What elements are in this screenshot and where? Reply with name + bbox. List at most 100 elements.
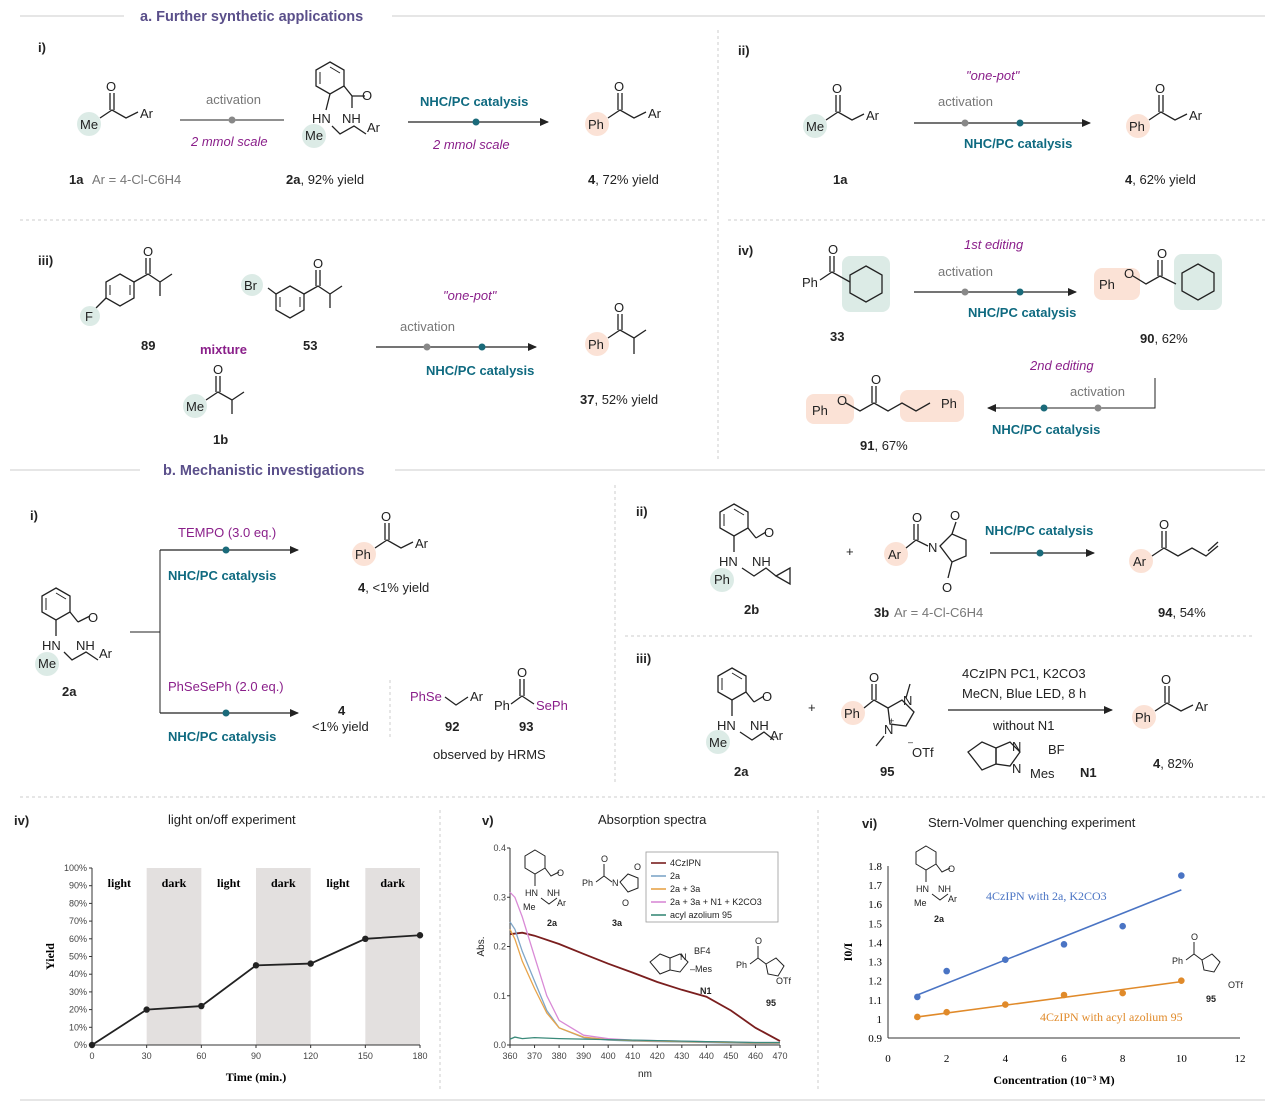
panel-a-i: i) O Me Ar 1a Ar = 4-Cl-C6H4 activation …	[38, 40, 662, 187]
plot-iv-title: light on/off experiment	[168, 812, 296, 827]
inset-2a-vi: O HN NH Me Ar 2a	[914, 845, 957, 924]
atom-seph: SePh	[536, 698, 568, 713]
highlight-ph	[710, 568, 734, 592]
atom-o2: O	[1157, 246, 1167, 261]
label-91: 91, 67%	[860, 438, 908, 453]
atom-o: O	[948, 864, 955, 874]
atom-br: Br	[244, 278, 258, 293]
numeral-iv: iv)	[14, 813, 29, 828]
x-tick-label: 440	[699, 1051, 714, 1061]
highlight-me	[77, 112, 101, 136]
fit-line-1	[917, 980, 1182, 1018]
label-93: 93	[519, 719, 533, 734]
atom-ph: Ph	[1172, 956, 1183, 966]
numeral-v: v)	[482, 813, 494, 828]
chart-light-onoff: light dark light dark light dark 0% 10% 20% 30% 40…	[43, 863, 428, 1084]
label-53: 53	[303, 338, 317, 353]
dark-band-2	[365, 868, 420, 1045]
y-tick-label: 1.1	[868, 995, 882, 1007]
x-tick-label: 380	[552, 1051, 567, 1061]
y-tick-label: 100%	[64, 863, 87, 873]
atom-otf: OTf	[776, 976, 791, 986]
highlight-cyclohexyl	[842, 256, 890, 312]
atom-nh: NH	[752, 554, 771, 569]
data-point-0	[1002, 956, 1009, 963]
label-95: 95	[880, 764, 894, 779]
atom-me: Me	[80, 117, 98, 132]
atom-hn: HN	[719, 554, 738, 569]
atom-n: N	[612, 878, 619, 888]
numeral-b-ii: ii)	[636, 504, 648, 519]
molecule-3b: Ar O N O O	[884, 508, 967, 595]
atom-hn: HN	[525, 888, 538, 898]
yield-4: , 62% yield	[1132, 172, 1196, 187]
phase-label-3: dark	[271, 876, 296, 890]
label-2a-b-iii: 2a	[734, 764, 749, 779]
onepot-a-ii: "one-pot"	[966, 68, 1021, 83]
highlight-ph	[585, 332, 609, 356]
inset-2a: O HN NH Me Ar 2a	[523, 849, 566, 928]
x-tick-label: 30	[142, 1051, 152, 1061]
data-point-0	[1178, 872, 1185, 879]
cond-b-iii-2: MeCN, Blue LED, 8 h	[962, 686, 1086, 701]
highlight-cyclohexyl	[1174, 254, 1222, 310]
atom-hn: HN	[717, 718, 736, 733]
atom-me: Me	[186, 399, 204, 414]
panel-b-i: i) O HN NH Me Ar 2a TEMPO (3.0 eq.) NHC/…	[30, 508, 568, 762]
x-tick-label: 0	[89, 1051, 94, 1061]
panel-b-iii: iii) O HN NH Me Ar 2a + Ph O N N + –	[636, 651, 1209, 781]
data-point	[88, 1041, 96, 1049]
atom-ph: Ph	[1099, 277, 1115, 292]
cond-cat-b-i-1: NHC/PC catalysis	[168, 568, 276, 583]
x-tick-label: 420	[650, 1051, 665, 1061]
onepot-a-iii: "one-pot"	[443, 288, 498, 303]
y-tick-label: 20%	[69, 1005, 87, 1015]
yield-4-b-i-2: <1% yield	[312, 719, 369, 734]
highlight-pho	[1094, 268, 1140, 300]
highlight-me	[706, 730, 730, 754]
y-axis-label: Yield	[43, 943, 57, 970]
activation-dot	[423, 343, 431, 351]
catalysis-dot	[472, 118, 480, 126]
x-tick-label: 0	[885, 1053, 891, 1065]
highlight-ar	[884, 542, 908, 566]
numeral-b-iii: iii)	[636, 651, 651, 666]
highlight-me	[183, 394, 207, 418]
x-tick-label: 400	[601, 1051, 616, 1061]
inset-label-n1: N1	[700, 986, 712, 996]
atom-o: O	[143, 244, 153, 259]
x-tick-label: 360	[502, 1051, 517, 1061]
data-point-1	[1002, 1001, 1009, 1008]
data-point	[362, 935, 369, 942]
atom-hn: HN	[312, 111, 331, 126]
y-tick-label: 70%	[69, 916, 87, 926]
cond-catalysis-a-iv: NHC/PC catalysis	[968, 305, 1076, 320]
x-axis-label: Concentration (10⁻³ M)	[993, 1073, 1114, 1087]
catalysis-dot	[478, 343, 486, 351]
atom-mes: Mes	[1030, 766, 1055, 781]
atom-ph: Ph	[588, 117, 604, 132]
molecule-91: Ph O O Ph	[806, 372, 964, 424]
inset-label-95: 95	[1206, 994, 1216, 1004]
cond-catalysis: NHC/PC catalysis	[420, 94, 528, 109]
x-tick-label: 180	[412, 1051, 427, 1061]
data-point	[198, 1002, 205, 1010]
cond-activation-a-iii: activation	[400, 319, 455, 334]
atom-o: O	[762, 689, 772, 704]
cond-catalysis-a-ii: NHC/PC catalysis	[964, 136, 1072, 151]
label-1a-ar: Ar = 4-Cl-C6H4	[92, 172, 181, 187]
atom-n: N	[928, 540, 937, 555]
legend-label-2: 2a + 3a	[670, 884, 700, 894]
atom-ph: Ph	[802, 275, 818, 290]
charge-plus: +	[889, 716, 894, 726]
highlight-ph	[841, 701, 865, 725]
catalysis-dot	[222, 546, 230, 554]
id-4: 4	[1153, 756, 1161, 771]
atom-ar: Ar	[470, 689, 484, 704]
y-tick-label: 30%	[69, 987, 87, 997]
label-89: 89	[141, 338, 155, 353]
y-tick-label: 1.8	[868, 861, 882, 873]
atom-o: O	[1161, 672, 1171, 687]
yield-37: , 52% yield	[594, 392, 658, 407]
y-tick-label: 60%	[69, 934, 87, 944]
